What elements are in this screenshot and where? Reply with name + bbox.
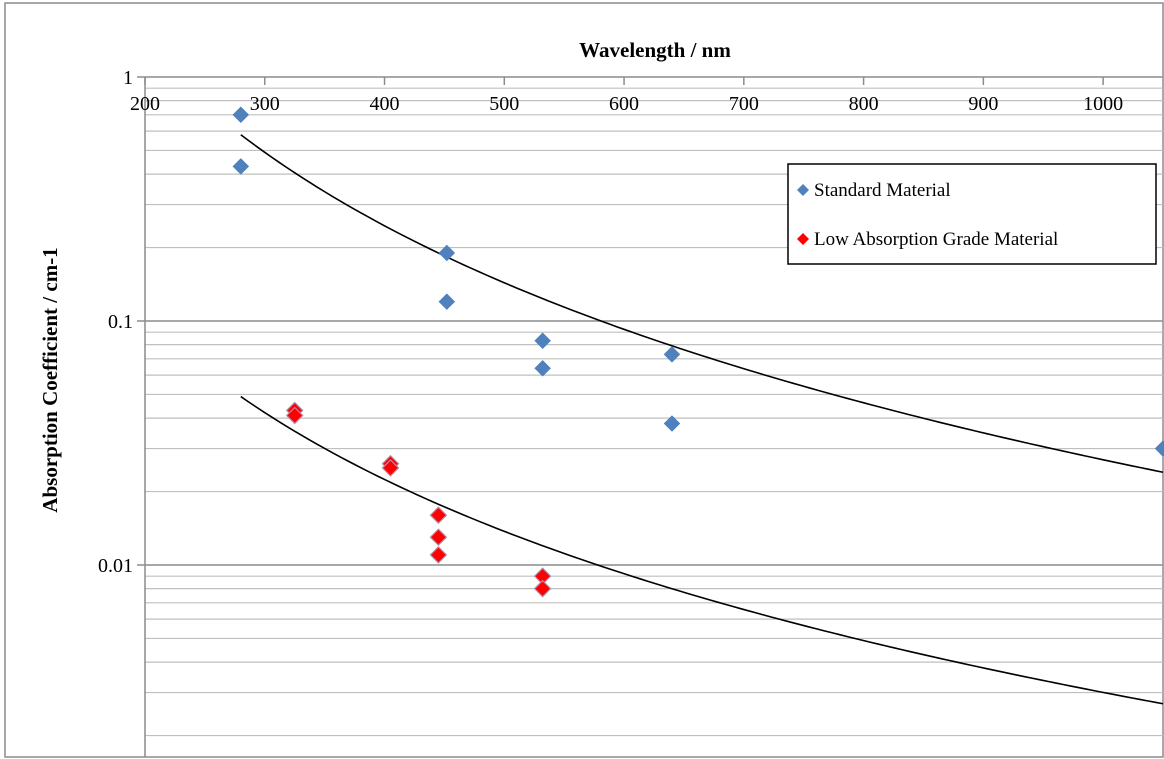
data-point-standard <box>232 106 250 124</box>
x-axis-title: Wavelength / nm <box>579 38 731 62</box>
x-tick-label: 400 <box>370 93 400 115</box>
data-point-standard <box>534 359 551 377</box>
x-tick-label: 900 <box>968 93 998 115</box>
x-tick-label: 1000 <box>1083 93 1123 115</box>
data-point-standard <box>1154 440 1164 457</box>
data-point-standard <box>663 415 681 432</box>
trendline <box>240 134 1164 474</box>
data-point-standard <box>232 158 250 175</box>
trendlines <box>240 134 1164 705</box>
axes: 200 300 400 500 600 700 800 900 1000 1 0.1 0.01 <box>98 67 1163 757</box>
data-point-standard <box>534 332 551 350</box>
legend-marker <box>797 233 809 245</box>
data-point-low-absorption <box>429 528 448 547</box>
data-point-standard <box>663 345 681 363</box>
legend-label: Low Absorption Grade Material <box>814 229 1058 250</box>
y-tick-label: 1 <box>123 67 133 89</box>
trendline <box>240 395 1164 705</box>
x-tick-label: 600 <box>609 93 639 115</box>
data-point-low-absorption <box>429 546 448 564</box>
data-point-standard <box>438 293 456 311</box>
data-point-standard <box>438 244 456 262</box>
data-points <box>232 106 1164 598</box>
y-tick-label: 0.1 <box>108 311 133 333</box>
x-tick-label: 500 <box>489 93 519 115</box>
y-axis-title: Absorption Coefficient / cm-1 <box>38 247 62 512</box>
legend-box <box>787 163 1157 265</box>
legend-marker <box>797 184 809 196</box>
y-tick-label: 0.01 <box>98 555 133 577</box>
data-point-low-absorption <box>429 506 448 525</box>
legend-label: Standard Material <box>814 180 951 201</box>
x-tick-label: 300 <box>250 93 280 115</box>
x-tick-label: 700 <box>729 93 759 115</box>
data-point-low-absorption <box>285 406 304 425</box>
data-point-low-absorption <box>533 579 552 598</box>
grid-lines <box>145 87 1163 737</box>
chart-area-border <box>4 2 1164 758</box>
x-tick-label: 800 <box>849 93 879 115</box>
legend: Standard Material Low Absorption Grade Ma… <box>787 163 1157 265</box>
data-point-low-absorption <box>381 459 400 477</box>
x-tick-label: 200 <box>130 93 160 115</box>
